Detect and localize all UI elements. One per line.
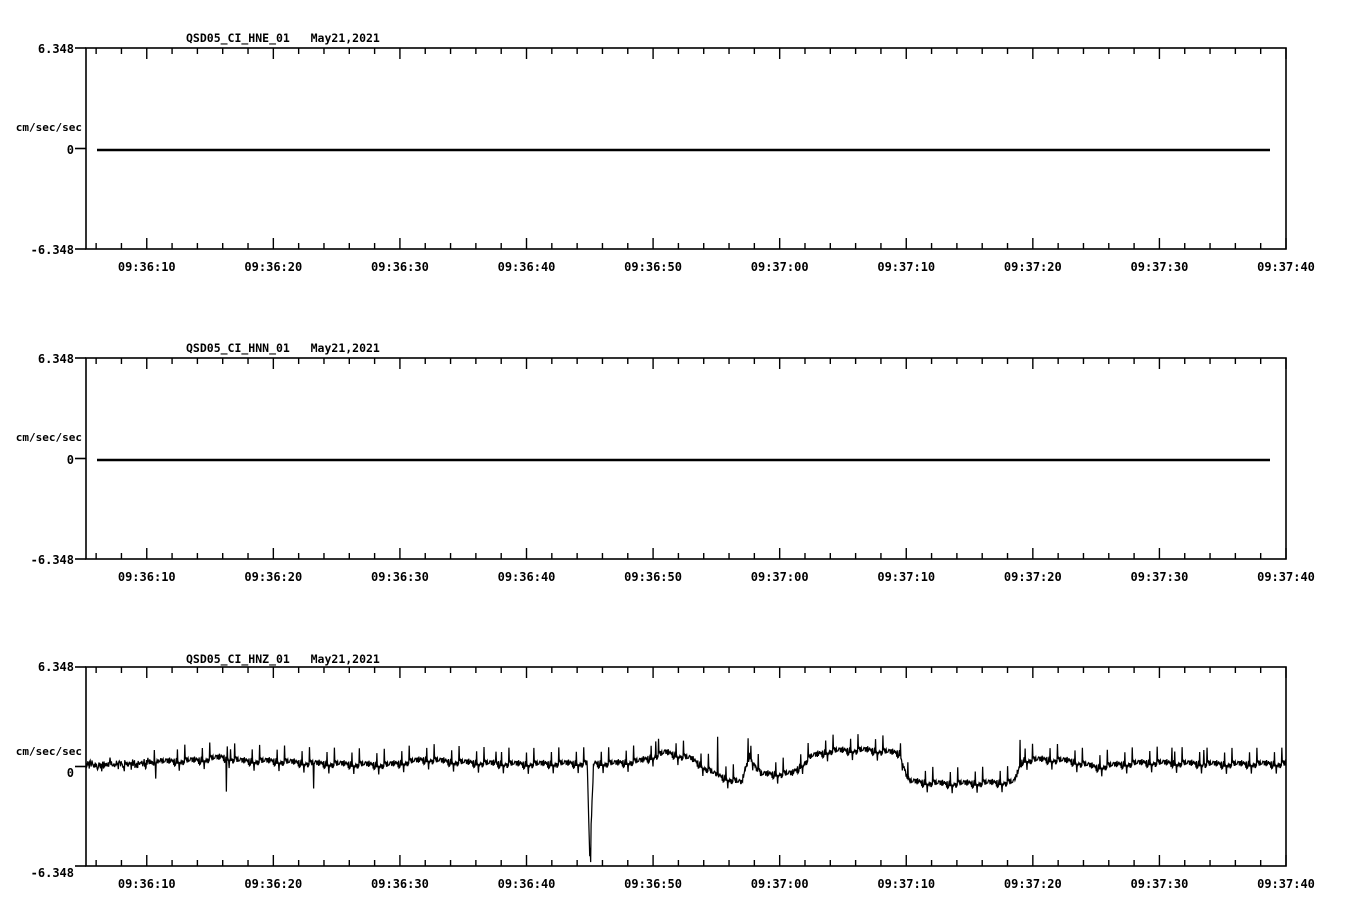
x-tick-label: 09:37:10 xyxy=(877,877,936,891)
panel-hnn: QSD05_CI_HNN_01 May21,2021 6.348 cm/sec/… xyxy=(0,308,1358,608)
y-bottom-label-hnn: -6.348 xyxy=(30,553,74,567)
trace-title-hnz: QSD05_CI_HNZ_01 May21,2021 xyxy=(186,652,380,666)
y-top-label-hnn: 6.348 xyxy=(37,352,74,366)
axes-frame-hne xyxy=(85,47,1287,250)
x-tick-label: 09:37:30 xyxy=(1130,877,1189,891)
trace-title-hnn: QSD05_CI_HNN_01 May21,2021 xyxy=(186,341,380,355)
x-tick-label: 09:36:20 xyxy=(244,877,303,891)
panel-hnz: QSD05_CI_HNZ_01 May21,2021 6.348 cm/sec/… xyxy=(0,615,1358,924)
x-tick-label: 09:36:50 xyxy=(624,260,682,274)
x-tick-label: 09:36:30 xyxy=(371,570,429,584)
x-tick-label: 09:36:10 xyxy=(117,877,176,891)
y-top-label-hne: 6.348 xyxy=(37,42,74,56)
x-tick-label: 09:37:00 xyxy=(750,260,809,274)
axes-frame-hnn xyxy=(85,357,1287,560)
axis-ticks-hnn xyxy=(75,357,1287,560)
x-tick-label: 09:36:40 xyxy=(497,877,556,891)
x-tick-label: 09:37:30 xyxy=(1130,570,1189,584)
x-tick-label: 09:37:20 xyxy=(1003,877,1062,891)
y-zero-label-hnz: 0 xyxy=(66,766,74,780)
x-tick-label: 09:37:30 xyxy=(1130,260,1189,274)
x-tick-label: 09:37:00 xyxy=(750,570,809,584)
x-tick-label: 09:37:10 xyxy=(877,260,936,274)
x-tick-label: 09:37:20 xyxy=(1003,260,1062,274)
x-tick-label: 09:36:10 xyxy=(117,570,176,584)
x-tick-label: 09:36:10 xyxy=(117,260,176,274)
axis-ticks-hne xyxy=(75,47,1287,250)
x-tick-label: 09:36:40 xyxy=(497,570,556,584)
plot-area-hnn xyxy=(75,357,1287,560)
x-tick-label: 09:37:20 xyxy=(1003,570,1062,584)
plot-area-hne xyxy=(75,47,1287,250)
y-top-label-hnz: 6.348 xyxy=(37,660,74,674)
x-tick-label: 09:37:40 xyxy=(1257,570,1315,584)
y-bottom-label-hne: -6.348 xyxy=(30,243,74,257)
plot-area-hnz xyxy=(75,666,1287,867)
x-tick-label: 09:37:40 xyxy=(1257,260,1315,274)
x-tick-label: 09:36:20 xyxy=(244,570,303,584)
panel-hne: QSD05_CI_HNE_01 May21,2021 6.348 cm/sec/… xyxy=(0,0,1358,300)
y-axis-unit-hnz: cm/sec/sec xyxy=(15,745,82,758)
x-tick-label: 09:37:10 xyxy=(877,570,936,584)
y-bottom-label-hnz: -6.348 xyxy=(30,866,74,880)
x-tick-label: 09:37:40 xyxy=(1257,877,1315,891)
x-tick-label: 09:37:00 xyxy=(750,877,809,891)
trace-title-hne: QSD05_CI_HNE_01 May21,2021 xyxy=(186,31,380,45)
y-axis-unit-hnn: cm/sec/sec xyxy=(15,431,82,444)
x-tick-label: 09:36:30 xyxy=(371,877,429,891)
x-tick-label: 09:36:50 xyxy=(624,877,682,891)
axis-ticks-hnz xyxy=(75,666,1287,867)
x-tick-label: 09:36:40 xyxy=(497,260,556,274)
waveform-path-hnz xyxy=(85,734,1287,863)
y-zero-label-hne: 0 xyxy=(66,143,74,157)
x-tick-label: 09:36:20 xyxy=(244,260,303,274)
y-zero-label-hnn: 0 xyxy=(66,453,74,467)
x-tick-label: 09:36:30 xyxy=(371,260,429,274)
y-axis-unit-hne: cm/sec/sec xyxy=(15,121,82,134)
x-tick-label: 09:36:50 xyxy=(624,570,682,584)
waveform-trace-hnz xyxy=(85,734,1287,863)
